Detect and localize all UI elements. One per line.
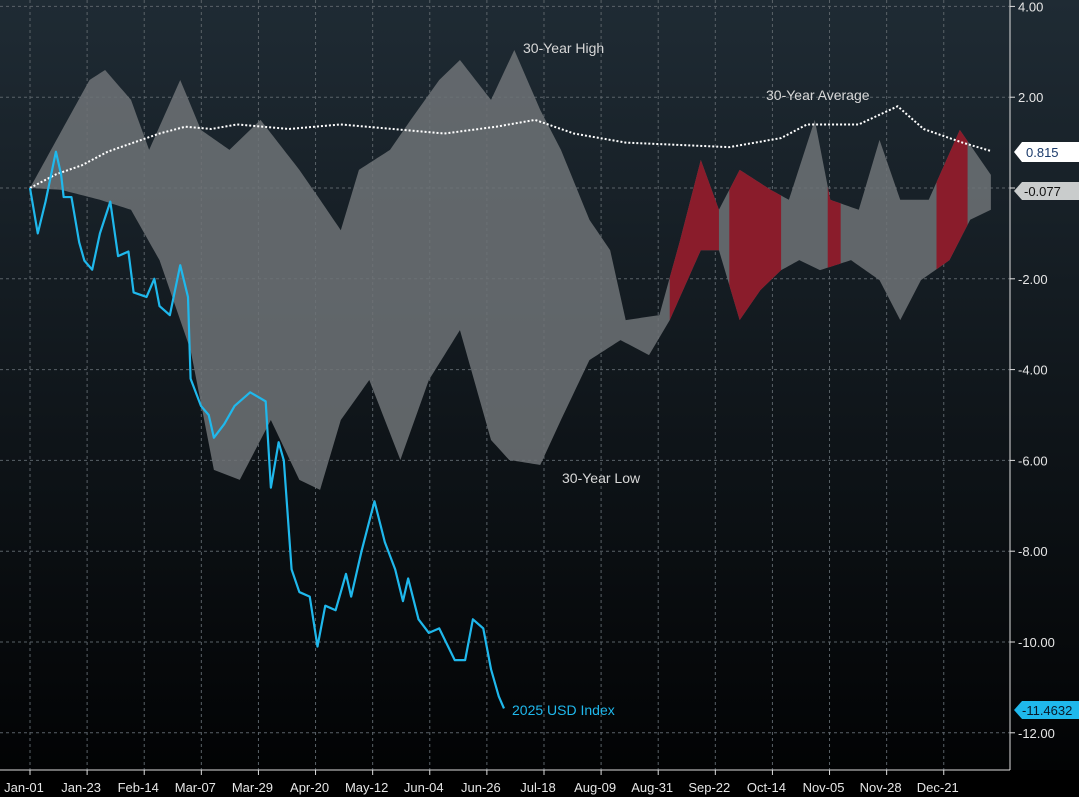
x-tick-label: Apr-20: [290, 780, 329, 795]
x-tick-label: Oct-14: [747, 780, 786, 795]
tag-range: -0.077: [1014, 182, 1079, 200]
x-tick-label: Nov-05: [803, 780, 845, 795]
y-tick-label: -2.00: [1018, 272, 1048, 287]
x-tick-label: Aug-09: [574, 780, 616, 795]
tag-average: 0.815: [1014, 142, 1079, 162]
y-tick-label: 2.00: [1018, 90, 1043, 105]
y-tick-label: -8.00: [1018, 544, 1048, 559]
range-band-highlight: [936, 129, 968, 270]
range-band-highlight: [669, 159, 719, 321]
x-axis-band: [0, 770, 1079, 797]
x-tick-label: Jan-01: [4, 780, 44, 795]
x-tick-label: Sep-22: [688, 780, 730, 795]
y-tick-label: -12.00: [1018, 726, 1055, 741]
label-30-year-high: 30-Year High: [523, 40, 604, 56]
range-band-highlight: [827, 186, 841, 268]
x-tick-label: Aug-31: [631, 780, 673, 795]
series-2025-usd-index: [28, 150, 505, 709]
series-30-year-average: [29, 105, 992, 189]
y-tick-label: 4.00: [1018, 0, 1043, 14]
tag-usd: -11.4632: [1014, 701, 1079, 719]
x-tick-label: Jan-23: [61, 780, 101, 795]
x-tick-label: May-12: [345, 780, 388, 795]
x-tick-label: Dec-21: [917, 780, 959, 795]
x-tick-label: Mar-07: [175, 780, 216, 795]
tag-average-value: 0.815: [1026, 145, 1059, 160]
x-tick-label: Jul-18: [520, 780, 555, 795]
x-tick-label: Nov-28: [860, 780, 902, 795]
tag-range-value: -0.077: [1024, 184, 1061, 199]
label-30-year-average: 30-Year Average: [766, 87, 870, 103]
range-band-30-year: [30, 49, 991, 490]
label-2025-usd-index: 2025 USD Index: [512, 702, 615, 718]
range-band-highlight: [729, 169, 782, 321]
x-tick-label: Mar-29: [232, 780, 273, 795]
tag-usd-value: -11.4632: [1022, 703, 1072, 718]
y-tick-label: -4.00: [1018, 363, 1048, 378]
x-tick-label: Jun-04: [404, 780, 444, 795]
y-tick-label: -10.00: [1018, 635, 1055, 650]
x-tick-label: Jun-26: [461, 780, 501, 795]
y-tick-label: -6.00: [1018, 453, 1048, 468]
x-tick-label: Feb-14: [118, 780, 159, 795]
label-30-year-low: 30-Year Low: [562, 470, 641, 486]
